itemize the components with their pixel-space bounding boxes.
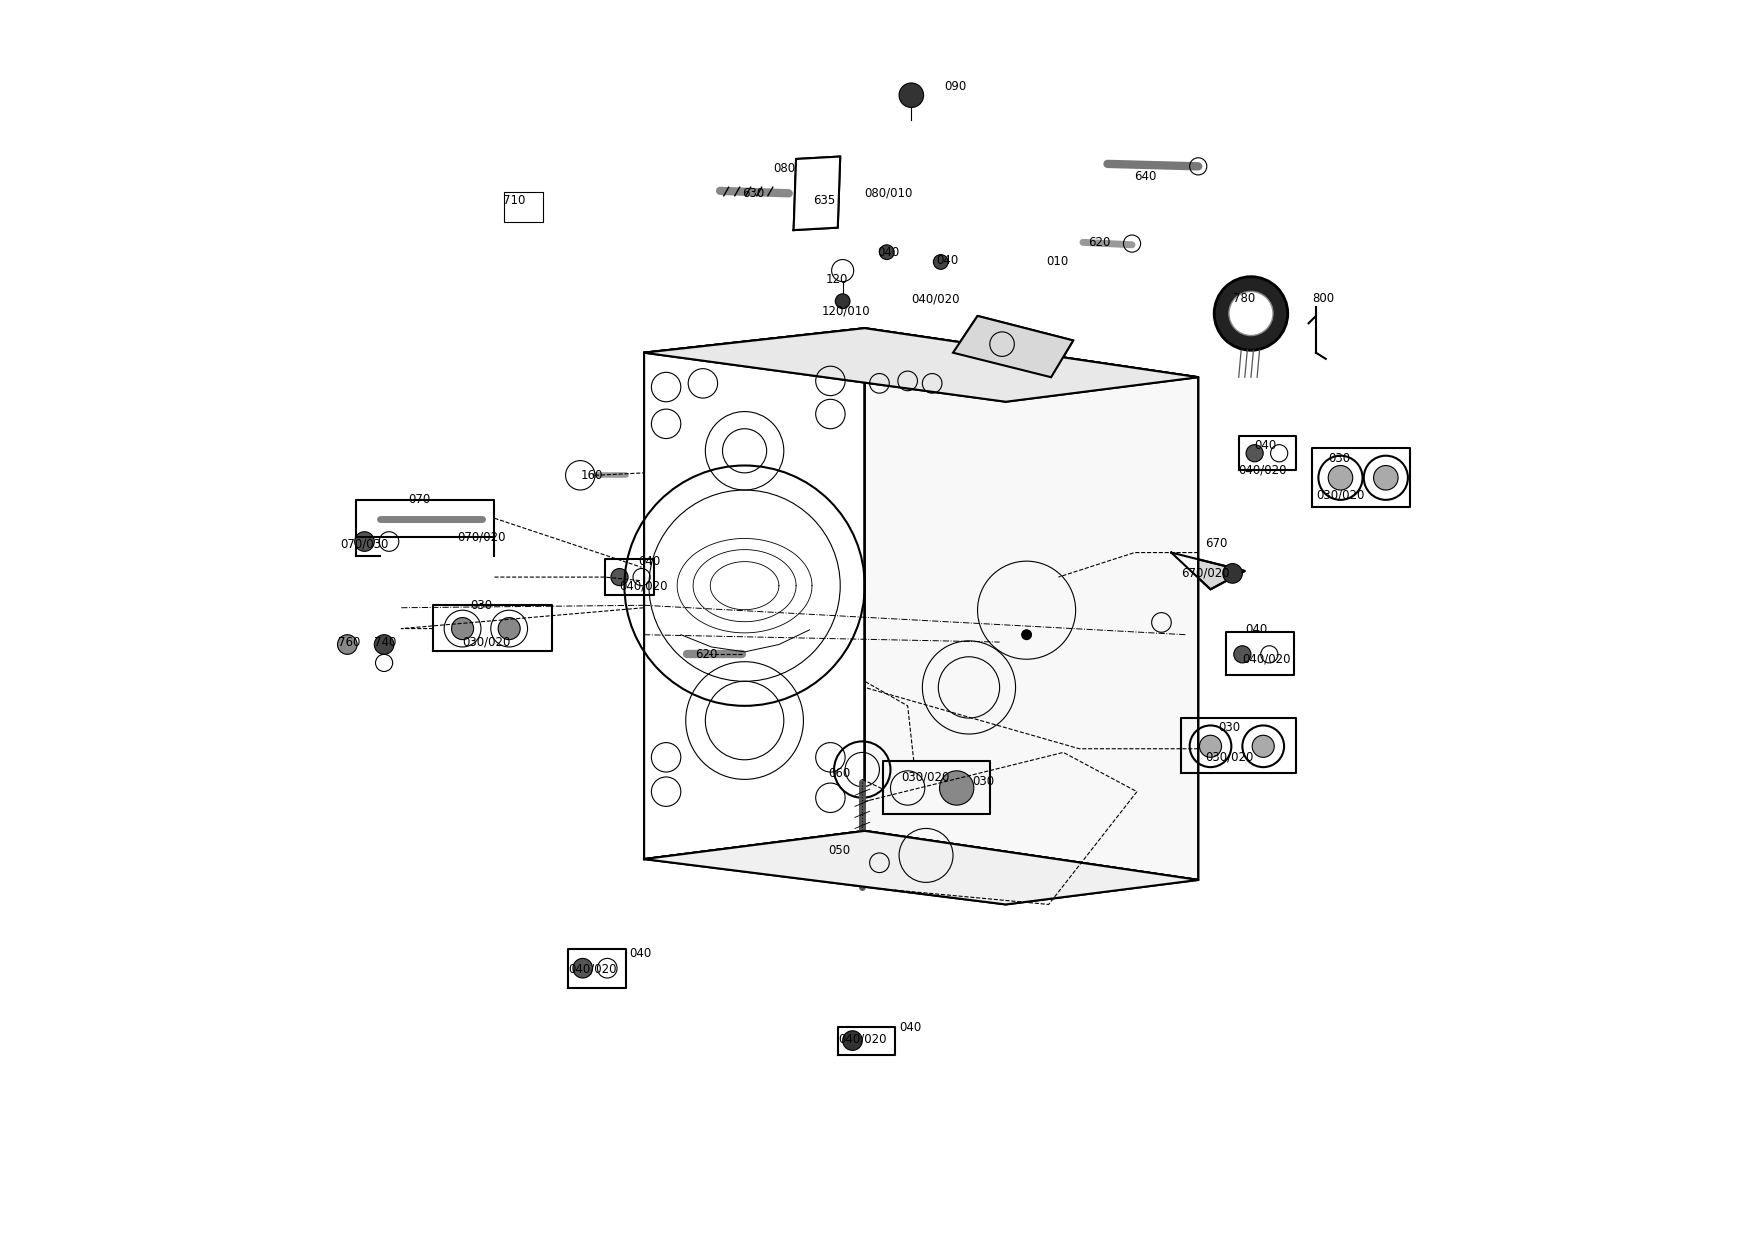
Text: 070: 070 xyxy=(409,494,431,506)
Text: 040/020: 040/020 xyxy=(619,579,668,593)
Bar xyxy=(823,188,830,201)
Text: 040: 040 xyxy=(877,246,900,259)
Text: 040/020: 040/020 xyxy=(912,293,959,305)
Circle shape xyxy=(1252,735,1273,758)
Text: 120/010: 120/010 xyxy=(823,305,870,317)
Bar xyxy=(503,192,544,222)
Circle shape xyxy=(940,771,973,805)
Circle shape xyxy=(374,635,395,655)
Text: 080: 080 xyxy=(774,162,795,175)
Text: 030/020: 030/020 xyxy=(463,636,510,649)
Polygon shape xyxy=(644,831,1198,904)
Circle shape xyxy=(805,190,826,210)
Text: 090: 090 xyxy=(944,81,966,93)
Polygon shape xyxy=(793,156,840,231)
Text: 040: 040 xyxy=(638,554,660,568)
Bar xyxy=(809,188,814,201)
Circle shape xyxy=(1200,735,1221,758)
Text: 760: 760 xyxy=(337,636,360,649)
Text: 040/020: 040/020 xyxy=(568,963,616,976)
Circle shape xyxy=(1230,291,1273,336)
Text: 070/020: 070/020 xyxy=(458,531,507,543)
Text: 030/020: 030/020 xyxy=(1205,751,1254,764)
Circle shape xyxy=(451,618,474,640)
Circle shape xyxy=(1328,465,1352,490)
Text: 040/020: 040/020 xyxy=(838,1033,886,1045)
Text: 030: 030 xyxy=(1328,451,1351,465)
Circle shape xyxy=(1245,445,1263,461)
Text: 040: 040 xyxy=(1245,624,1266,636)
Text: 040: 040 xyxy=(1254,439,1277,453)
Circle shape xyxy=(900,83,924,108)
Circle shape xyxy=(1373,465,1398,490)
Text: 030: 030 xyxy=(470,599,493,611)
Circle shape xyxy=(337,635,358,655)
Circle shape xyxy=(879,244,895,259)
Text: 050: 050 xyxy=(828,844,851,857)
Text: 670: 670 xyxy=(1205,537,1228,551)
Text: 030/020: 030/020 xyxy=(1316,489,1365,501)
Circle shape xyxy=(610,568,628,585)
Text: 040: 040 xyxy=(900,1021,921,1034)
Circle shape xyxy=(1214,277,1287,350)
Circle shape xyxy=(842,1030,863,1050)
Polygon shape xyxy=(865,329,1198,880)
Polygon shape xyxy=(644,329,1198,402)
Circle shape xyxy=(574,959,593,978)
Text: 670/020: 670/020 xyxy=(1180,567,1230,580)
Circle shape xyxy=(1021,630,1031,640)
Text: 640: 640 xyxy=(1135,170,1158,182)
Text: 710: 710 xyxy=(503,195,526,207)
Text: 030/020: 030/020 xyxy=(902,770,951,784)
Text: 030: 030 xyxy=(973,775,995,789)
Circle shape xyxy=(1233,646,1251,663)
Bar xyxy=(802,188,807,201)
Text: 040: 040 xyxy=(630,947,651,960)
Text: 630: 630 xyxy=(742,187,765,200)
Circle shape xyxy=(1223,564,1242,583)
Bar xyxy=(816,188,823,201)
Text: 040: 040 xyxy=(937,254,958,268)
Circle shape xyxy=(354,532,374,552)
Text: 620: 620 xyxy=(696,647,717,661)
Text: 040/020: 040/020 xyxy=(1238,464,1287,477)
Polygon shape xyxy=(952,316,1073,377)
Circle shape xyxy=(835,294,851,309)
Text: 040/020: 040/020 xyxy=(1242,652,1291,666)
Text: 740: 740 xyxy=(374,636,396,649)
Polygon shape xyxy=(1172,553,1245,589)
Text: 160: 160 xyxy=(581,469,603,482)
Text: 800: 800 xyxy=(1312,293,1335,305)
Circle shape xyxy=(933,254,949,269)
Text: 060: 060 xyxy=(828,766,851,780)
Circle shape xyxy=(498,618,521,640)
Text: 780: 780 xyxy=(1233,293,1254,305)
Text: 030: 030 xyxy=(1217,722,1240,734)
Text: 620: 620 xyxy=(1087,236,1110,249)
Text: 080/010: 080/010 xyxy=(865,187,914,200)
Polygon shape xyxy=(644,329,865,859)
Text: 070/030: 070/030 xyxy=(340,537,388,551)
Text: 010: 010 xyxy=(1045,255,1068,269)
Text: 120: 120 xyxy=(826,273,847,285)
Text: 635: 635 xyxy=(814,195,835,207)
